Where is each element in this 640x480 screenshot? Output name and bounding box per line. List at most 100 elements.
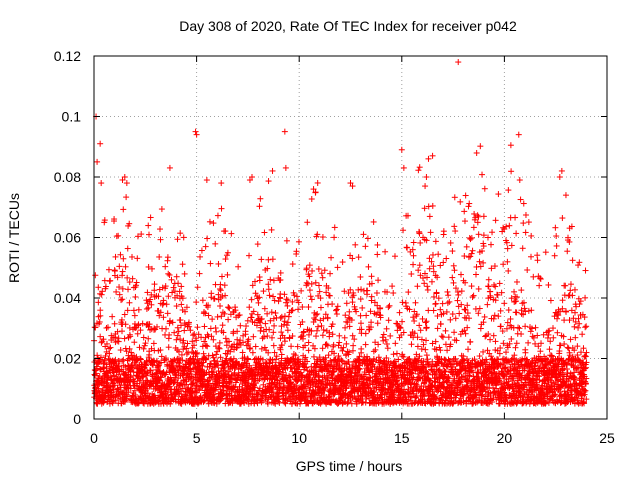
data-point <box>261 305 268 312</box>
data-point <box>416 164 423 171</box>
data-point <box>157 236 164 243</box>
data-point <box>127 333 134 340</box>
data-point <box>142 340 149 347</box>
data-point <box>100 336 107 343</box>
data-point <box>333 311 340 318</box>
data-point <box>270 293 277 300</box>
data-point <box>516 325 523 332</box>
data-point <box>179 261 186 268</box>
data-point <box>167 400 174 407</box>
data-point <box>131 339 138 346</box>
data-point <box>390 351 397 358</box>
data-point <box>491 312 498 319</box>
data-point <box>136 344 143 351</box>
data-point <box>165 344 172 351</box>
data-point <box>237 322 244 329</box>
data-point <box>512 214 519 221</box>
data-point <box>553 242 560 249</box>
data-point <box>434 325 441 332</box>
data-point <box>477 143 484 150</box>
data-point <box>260 333 267 340</box>
data-point <box>222 256 229 263</box>
data-point <box>421 280 428 287</box>
data-point <box>174 236 181 243</box>
data-point <box>209 316 216 323</box>
data-point <box>334 264 341 271</box>
data-point <box>190 375 197 382</box>
data-point <box>362 330 369 337</box>
data-point <box>154 323 161 330</box>
data-point <box>97 365 104 372</box>
data-point <box>534 257 541 264</box>
data-point <box>174 332 181 339</box>
data-point <box>471 210 478 217</box>
data-point <box>410 252 417 259</box>
data-point <box>148 301 155 308</box>
data-point <box>457 198 464 205</box>
data-point <box>196 386 203 393</box>
data-point <box>156 312 163 319</box>
data-point <box>156 253 163 260</box>
data-point <box>410 261 417 268</box>
data-point <box>341 334 348 341</box>
data-point <box>252 343 259 350</box>
data-point <box>342 324 349 331</box>
data-point <box>308 195 315 202</box>
data-point <box>217 281 224 288</box>
data-point <box>552 224 559 231</box>
data-point <box>339 347 346 354</box>
chart-title: Day 308 of 2020, Rate Of TEC Index for r… <box>179 18 517 34</box>
data-point <box>329 301 336 308</box>
data-point <box>225 316 232 323</box>
data-point <box>194 324 201 331</box>
data-point <box>252 290 259 297</box>
data-point <box>561 388 568 395</box>
data-point <box>254 241 261 248</box>
data-point <box>362 243 369 250</box>
data-point <box>196 270 203 277</box>
data-point <box>383 341 390 348</box>
data-point <box>463 243 470 250</box>
data-point <box>305 347 312 354</box>
data-point <box>445 334 452 341</box>
data-point <box>159 301 166 308</box>
data-point <box>187 327 194 334</box>
data-point <box>410 239 417 246</box>
data-point <box>469 294 476 301</box>
data-point <box>293 248 300 255</box>
data-point <box>224 271 231 278</box>
data-point <box>454 297 461 304</box>
data-point <box>116 284 123 291</box>
data-point <box>95 360 102 367</box>
data-point <box>360 231 367 238</box>
data-point <box>476 353 483 360</box>
data-point <box>319 234 326 241</box>
data-point <box>319 332 326 339</box>
data-point <box>335 353 342 360</box>
data-point <box>180 337 187 344</box>
data-point <box>364 287 371 294</box>
data-point <box>391 253 398 260</box>
data-point <box>120 356 127 363</box>
data-point <box>434 313 441 320</box>
data-point <box>468 250 475 257</box>
data-point <box>444 288 451 295</box>
data-point <box>150 340 157 347</box>
data-point <box>490 281 497 288</box>
data-point <box>467 338 474 345</box>
data-point <box>385 304 392 311</box>
data-point <box>248 314 255 321</box>
data-point <box>124 393 131 400</box>
data-point <box>308 296 315 303</box>
data-point <box>158 353 165 360</box>
data-point <box>137 356 144 363</box>
data-point <box>189 381 196 388</box>
data-point <box>125 286 132 293</box>
data-point <box>169 319 176 326</box>
data-point <box>124 245 131 252</box>
data-point <box>193 383 200 390</box>
data-point <box>143 372 150 379</box>
data-point <box>451 223 458 230</box>
data-point <box>269 256 276 263</box>
data-point <box>507 142 514 149</box>
